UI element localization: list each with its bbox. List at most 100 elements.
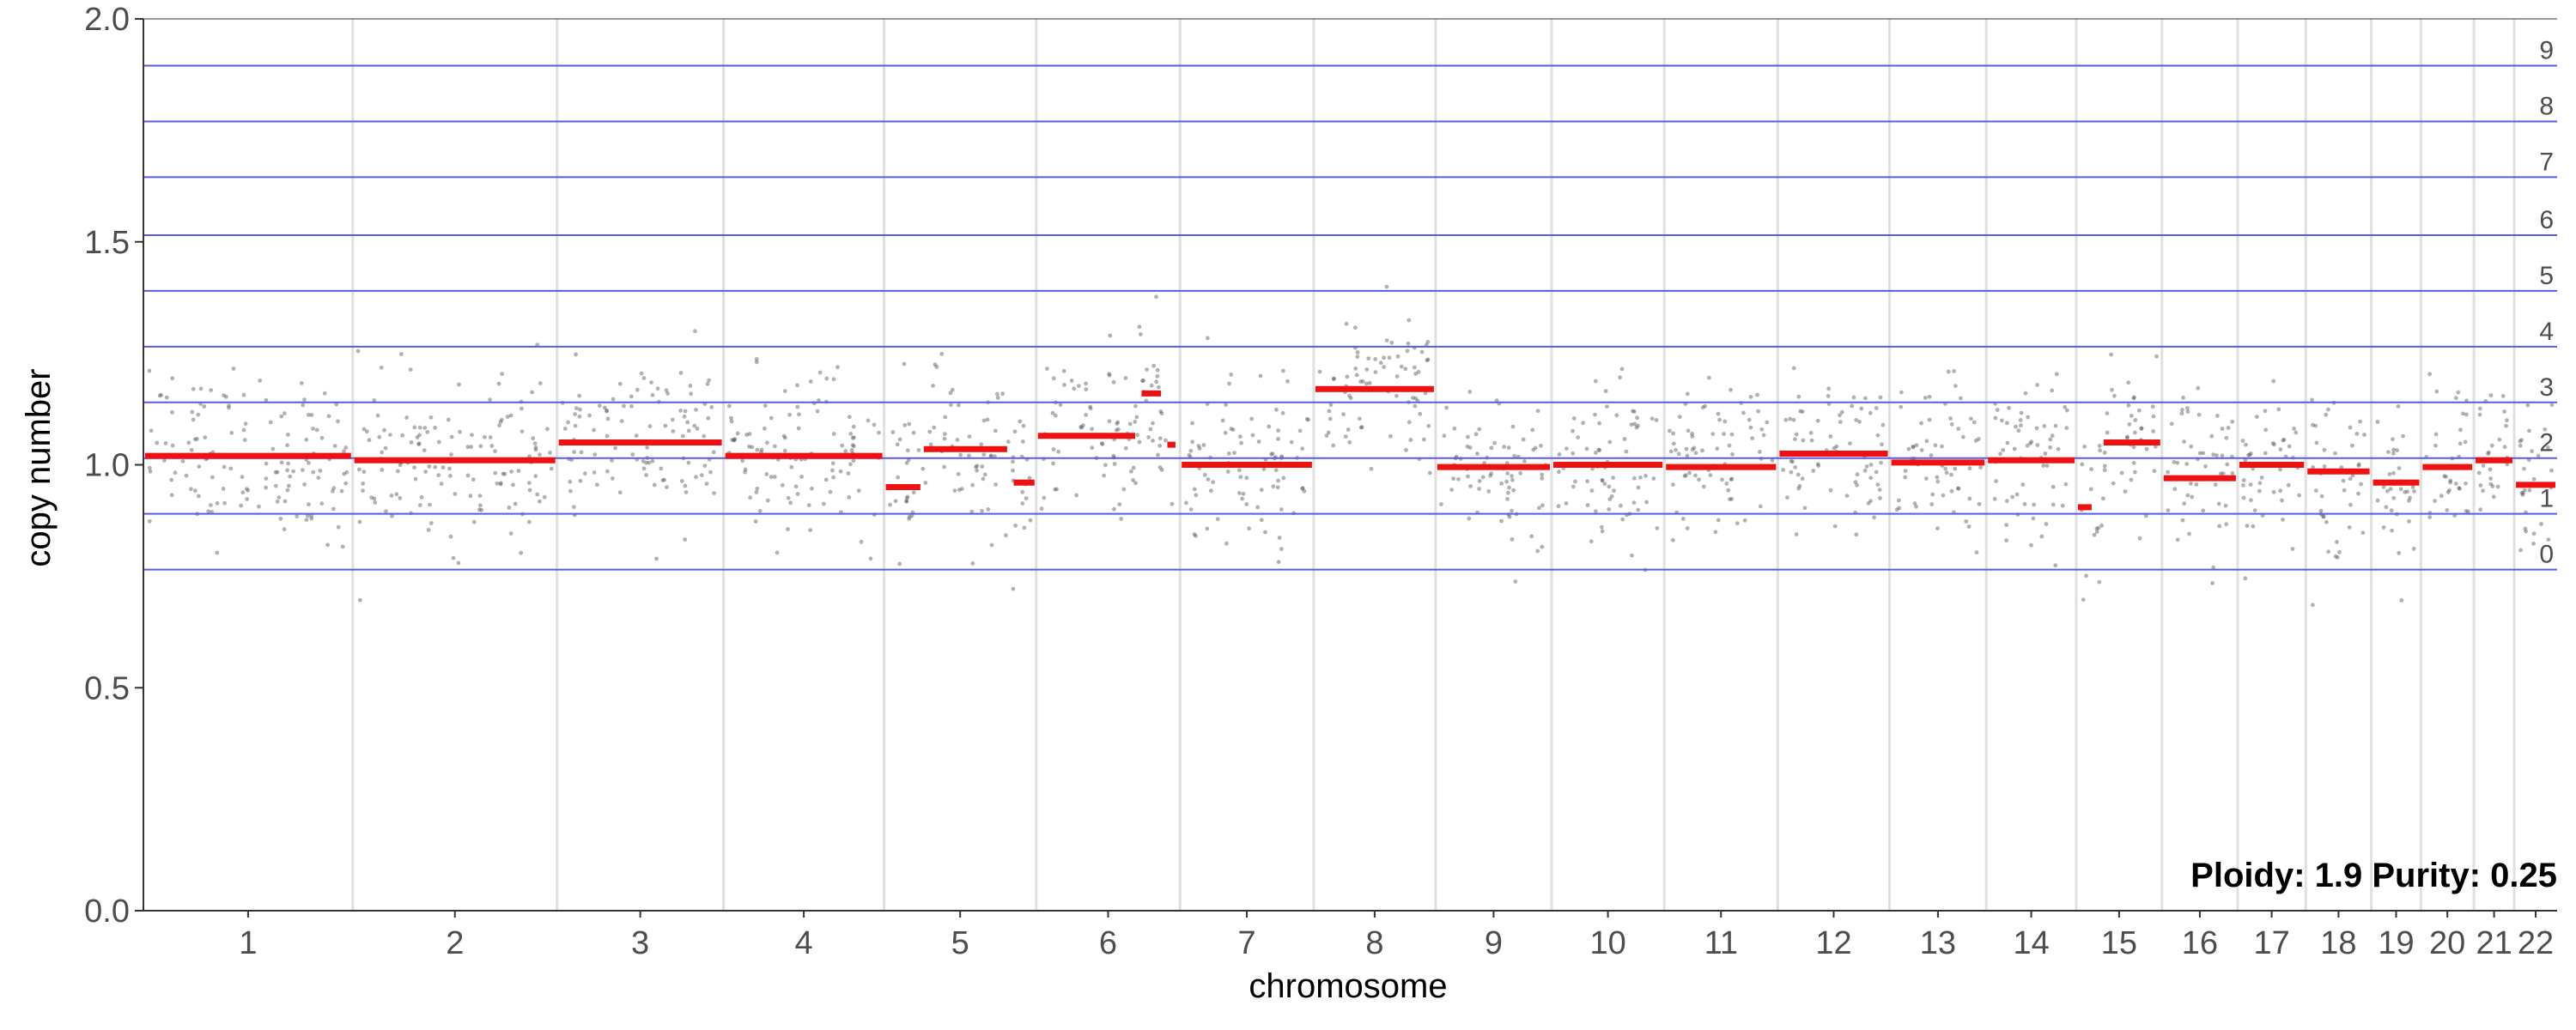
bin-point — [1631, 409, 1635, 414]
bin-point — [2521, 490, 2525, 495]
bin-point — [1903, 475, 1908, 480]
bin-point — [783, 435, 787, 440]
bin-point — [1722, 432, 1726, 436]
bin-point — [2048, 437, 2053, 442]
bin-point — [662, 477, 666, 482]
bin-point — [1192, 487, 1197, 492]
bin-point — [1844, 494, 1850, 498]
bin-point — [1863, 396, 1868, 401]
bin-point — [986, 507, 991, 512]
bin-point — [1129, 469, 1133, 474]
bin-point — [509, 470, 513, 474]
bin-point — [572, 505, 576, 509]
bin-point — [1466, 434, 1470, 439]
bin-point — [2129, 414, 2134, 418]
bin-point — [306, 513, 310, 518]
bin-point — [439, 482, 444, 486]
bin-point — [2543, 427, 2548, 432]
bin-point — [198, 386, 204, 391]
bin-point — [850, 435, 855, 440]
bin-point — [647, 424, 653, 428]
bin-point — [923, 481, 928, 485]
bin-point — [754, 357, 759, 361]
bin-point — [1878, 395, 1883, 400]
bin-point — [2247, 452, 2252, 457]
bin-point — [1828, 434, 1833, 439]
bin-point — [2518, 548, 2524, 553]
bin-point — [2127, 422, 2132, 427]
bin-point — [1229, 427, 1234, 431]
bin-point — [1013, 523, 1018, 528]
bin-point — [602, 405, 607, 410]
bin-point — [1239, 440, 1243, 445]
bin-point — [1899, 390, 1904, 395]
bin-point — [1880, 422, 1886, 427]
bin-point — [2245, 524, 2250, 528]
x-tick-label-14: 14 — [2013, 925, 2049, 961]
level-labels: 0 1 2 3 4 5 6 7 8 9 — [2539, 37, 2554, 569]
bin-point — [1602, 482, 1607, 487]
bin-point — [573, 412, 577, 416]
bin-point — [1020, 489, 1025, 494]
bin-point — [1112, 506, 1116, 512]
bin-point — [786, 527, 790, 531]
bin-point — [2381, 525, 2386, 530]
bin-point — [231, 367, 236, 371]
bin-point — [1573, 479, 1577, 484]
bin-point — [1862, 468, 1868, 473]
bin-point — [1510, 536, 1515, 542]
bin-point — [1405, 348, 1410, 354]
bin-point — [872, 422, 877, 427]
bin-point — [1946, 369, 1951, 374]
bin-point — [2063, 404, 2068, 409]
bin-point — [1506, 490, 1510, 495]
bin-point — [2527, 488, 2532, 493]
bin-point — [2518, 439, 2523, 444]
bin-point — [1331, 443, 1336, 448]
bin-point — [1382, 355, 1387, 360]
bin-point — [1668, 449, 1674, 454]
bin-point — [1102, 473, 1106, 478]
bin-point — [2477, 406, 2482, 411]
bin-point — [1236, 468, 1242, 473]
bin-point — [189, 447, 194, 452]
bin-point — [1877, 488, 1882, 492]
bin-point — [1146, 435, 1151, 439]
bin-point — [2311, 603, 2315, 608]
bin-point — [1220, 418, 1225, 423]
bin-point — [1531, 447, 1536, 452]
bin-point — [286, 483, 291, 488]
bin-point — [2020, 482, 2026, 487]
bin-point — [2442, 474, 2447, 479]
bin-point — [1369, 466, 1374, 471]
bin-point — [1241, 491, 1246, 496]
bin-point — [1800, 476, 1805, 481]
bin-point — [780, 482, 785, 488]
bin-point — [149, 428, 154, 433]
bin-point — [1838, 413, 1842, 418]
bin-point — [2109, 352, 2114, 357]
bin-point — [705, 381, 710, 386]
bin-point — [1249, 416, 1255, 421]
x-tick-label-2: 2 — [446, 925, 464, 961]
bin-point — [2495, 484, 2500, 489]
bin-point — [1275, 485, 1280, 490]
bin-point — [831, 377, 836, 382]
bin-point — [2042, 424, 2047, 428]
bin-point — [1088, 404, 1092, 409]
bin-point — [2119, 470, 2124, 476]
bin-point — [1974, 550, 1979, 554]
bin-point — [2022, 501, 2027, 506]
bin-point — [2463, 439, 2468, 445]
bin-point — [2488, 476, 2494, 481]
bin-point — [538, 499, 542, 504]
bin-point — [2412, 489, 2416, 494]
bin-point — [1668, 428, 1672, 433]
bin-point — [712, 491, 716, 495]
bin-point — [2531, 476, 2537, 482]
bin-point — [1708, 473, 1713, 478]
x-tick-label-5: 5 — [951, 925, 969, 961]
bin-point — [1758, 504, 1763, 509]
bin-point — [765, 440, 769, 445]
bin-point — [1137, 324, 1142, 330]
